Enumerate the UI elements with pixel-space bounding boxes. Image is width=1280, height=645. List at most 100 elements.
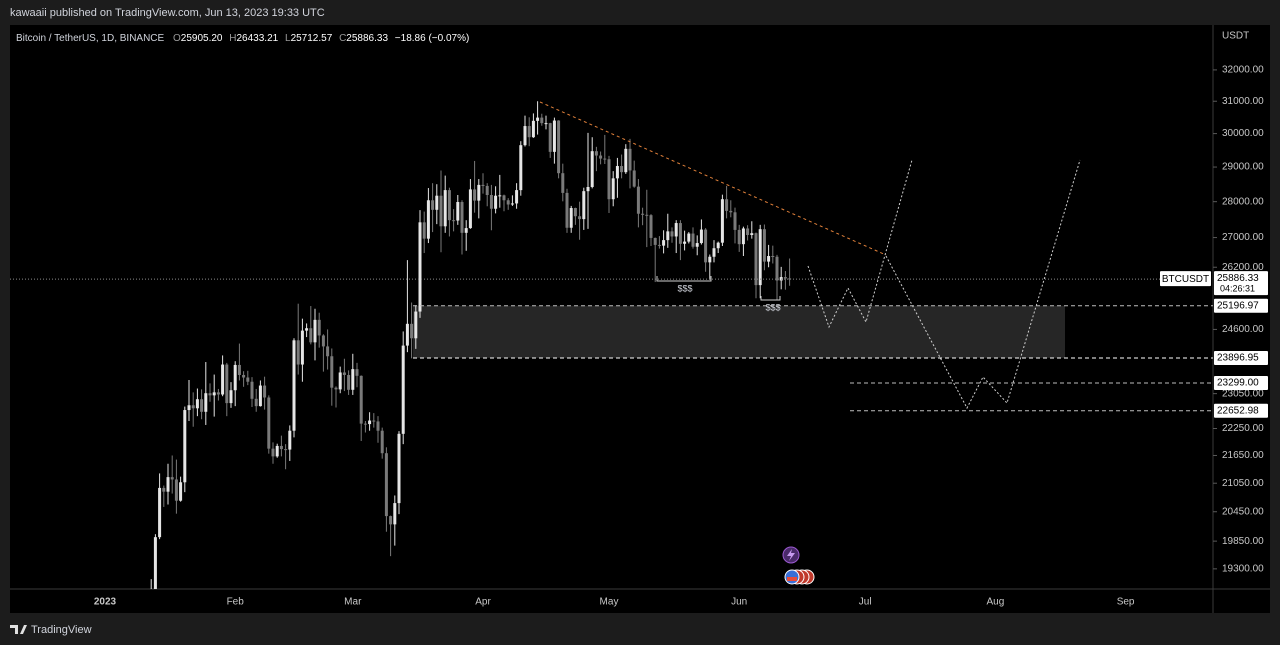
candle-body — [762, 229, 766, 262]
candle-body — [342, 372, 346, 375]
y-tick-label: 22250.00 — [1222, 423, 1264, 434]
liquidity-line — [656, 276, 712, 282]
candle-body — [746, 228, 750, 236]
candle-body — [208, 393, 212, 396]
candle-body — [733, 212, 737, 230]
candle-body — [389, 516, 393, 525]
level-label: 22652.98 — [1217, 405, 1259, 416]
candle-body — [590, 151, 594, 187]
candle-body — [174, 479, 178, 501]
candle-body — [468, 189, 472, 229]
candle-body — [523, 126, 527, 146]
candle-body — [284, 449, 288, 451]
candle-body — [313, 319, 317, 343]
annotation: $$$ — [677, 283, 692, 293]
candle-body — [216, 392, 220, 395]
level-tag — [1214, 351, 1268, 366]
candle-body — [317, 319, 321, 336]
y-tick-label: 19850.00 — [1222, 536, 1264, 547]
candle-body — [288, 430, 292, 450]
level-tag — [1214, 376, 1268, 391]
level-label: 23299.00 — [1217, 378, 1259, 389]
brand-logo[interactable]: TradingView — [10, 624, 92, 636]
candle-body — [229, 390, 233, 404]
level-tag — [1214, 298, 1268, 313]
brand-name: TradingView — [31, 624, 92, 636]
y-tick-label: 31000.00 — [1222, 96, 1264, 107]
candle-body — [582, 191, 586, 220]
candle-body — [657, 244, 661, 246]
candle-body — [183, 410, 187, 483]
x-tick-label: Mar — [344, 597, 362, 608]
legend-value: 25712.57 — [291, 33, 333, 44]
candle-body — [321, 335, 325, 347]
candle-body — [225, 364, 229, 404]
candle-body — [338, 372, 342, 390]
candle-body — [158, 487, 162, 538]
candle-body — [456, 202, 460, 221]
candle-body — [179, 482, 183, 501]
candle-body — [636, 186, 640, 214]
level-label: 23896.95 — [1217, 353, 1259, 364]
candle-body — [540, 117, 544, 124]
candle-body — [426, 200, 430, 239]
level-label: 25196.97 — [1217, 300, 1259, 311]
candle-body — [359, 375, 363, 424]
candle-body — [531, 120, 535, 138]
brand-glyph — [10, 625, 27, 634]
candle-body — [544, 123, 548, 125]
candle-body — [368, 420, 372, 425]
symbol-tag — [1160, 271, 1211, 287]
candle-body — [473, 189, 477, 201]
candle-body — [775, 256, 779, 281]
candle-body — [489, 195, 493, 209]
candle-body — [267, 397, 271, 449]
zone-layer — [413, 305, 1065, 359]
y-tick-label: 23050.00 — [1222, 388, 1264, 399]
y-tick-label: 26200.00 — [1222, 262, 1264, 273]
price-label: 25886.33 — [1217, 273, 1259, 284]
candle-body — [611, 178, 615, 200]
candle-body — [712, 248, 716, 257]
candle-body — [435, 195, 439, 210]
y-tick-label: 29000.00 — [1222, 162, 1264, 173]
candle-body — [586, 186, 590, 192]
candle-body — [405, 323, 409, 346]
candle-body — [195, 399, 199, 409]
candle-body — [615, 166, 619, 179]
candle-body — [334, 387, 338, 390]
y-tick-label: 21050.00 — [1222, 478, 1264, 489]
x-tick-label: 2023 — [94, 597, 117, 608]
candle-body — [670, 231, 674, 237]
legend-value: 25886.33 — [346, 33, 388, 44]
candle-body — [678, 223, 682, 244]
candle-body — [250, 381, 254, 399]
candle-body — [548, 123, 552, 152]
candle-body — [300, 330, 304, 365]
candle-body — [594, 151, 598, 156]
candle-body — [200, 399, 204, 412]
candle-body — [254, 398, 258, 407]
candle-body — [691, 233, 695, 247]
candle-body — [401, 345, 405, 434]
candle-body — [519, 145, 523, 191]
candle-body — [418, 222, 422, 312]
candle-body — [481, 184, 485, 186]
y-tick-label: 21650.00 — [1222, 450, 1264, 461]
event-icon-glyph — [787, 549, 795, 561]
candle-body — [263, 385, 267, 398]
legend-key: L — [285, 33, 291, 44]
candle-layer — [150, 101, 792, 589]
candle-body — [233, 364, 237, 391]
candle-body — [275, 445, 279, 457]
level-tag — [1214, 403, 1268, 418]
candle-body — [527, 126, 531, 138]
liquidity-line — [760, 296, 781, 301]
candle-body — [720, 199, 724, 243]
annotation: $$$ — [765, 302, 780, 312]
publish-info: kawaaii published on TradingView.com, Ju… — [10, 7, 325, 19]
candle-body — [237, 364, 241, 375]
candle-body — [767, 256, 771, 262]
